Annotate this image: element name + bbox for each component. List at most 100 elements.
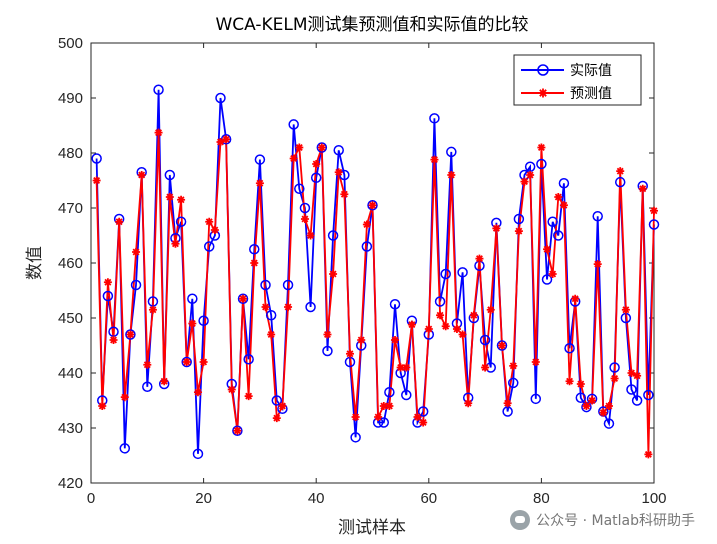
data-point-actual bbox=[271, 395, 283, 406]
data-point-actual bbox=[153, 84, 164, 95]
data-point-predicted bbox=[317, 143, 326, 152]
data-point-predicted bbox=[621, 305, 630, 314]
data-point-predicted bbox=[402, 363, 411, 372]
data-point-actual bbox=[260, 279, 271, 291]
data-point-predicted bbox=[385, 402, 394, 410]
data-point-actual bbox=[401, 389, 412, 401]
data-point-actual bbox=[553, 230, 564, 241]
x-axis-label: 测试样本 bbox=[338, 518, 406, 538]
data-point-predicted bbox=[492, 224, 501, 233]
data-point-predicted bbox=[109, 336, 118, 344]
data-point-actual bbox=[434, 296, 446, 307]
data-point-predicted bbox=[593, 260, 602, 269]
data-point-predicted bbox=[520, 177, 529, 186]
data-point-predicted bbox=[588, 396, 597, 405]
data-point-predicted bbox=[193, 388, 202, 397]
data-point-predicted bbox=[627, 369, 636, 377]
data-point-actual bbox=[130, 279, 142, 291]
data-point-predicted bbox=[216, 138, 225, 146]
data-point-predicted bbox=[351, 413, 360, 421]
legend-star-shape bbox=[538, 88, 548, 98]
plot-area bbox=[90, 42, 655, 484]
data-point-predicted bbox=[469, 311, 478, 320]
data-point-actual bbox=[333, 145, 344, 156]
data-point-actual bbox=[440, 268, 451, 280]
data-point-actual bbox=[631, 395, 643, 406]
data-point-predicted bbox=[98, 402, 107, 410]
data-point-predicted bbox=[323, 330, 332, 339]
data-point-predicted bbox=[233, 426, 242, 435]
legend: 实际值 预测值 bbox=[513, 54, 642, 106]
data-point-predicted bbox=[284, 303, 293, 311]
data-point-predicted bbox=[160, 377, 169, 386]
data-point-actual bbox=[175, 216, 187, 227]
data-point-predicted bbox=[391, 336, 400, 344]
data-point-predicted bbox=[239, 294, 248, 303]
data-point-actual bbox=[142, 381, 153, 392]
x-tick-label: 80 bbox=[533, 490, 550, 507]
data-point-actual bbox=[322, 345, 333, 357]
data-point-predicted bbox=[345, 349, 354, 358]
data-point-predicted bbox=[199, 358, 208, 366]
chart-title: WCA-KELM测试集预测值和实际值的比较 bbox=[215, 15, 528, 35]
data-point-actual bbox=[288, 119, 299, 130]
data-point-predicted bbox=[413, 413, 422, 421]
data-point-predicted bbox=[475, 254, 484, 263]
data-point-actual bbox=[294, 183, 305, 194]
data-point-predicted bbox=[357, 336, 366, 344]
data-point-predicted bbox=[526, 171, 535, 179]
data-point-actual bbox=[282, 279, 294, 291]
axis-ticks: 0 20 40 60 80 100 420 430 440 450 460 470 480 490 500 bbox=[58, 35, 667, 507]
data-point-predicted bbox=[447, 171, 456, 179]
data-point-predicted bbox=[368, 201, 377, 210]
data-point-predicted bbox=[514, 227, 523, 236]
data-point-actual bbox=[592, 211, 603, 222]
series-line-predicted bbox=[95, 132, 655, 455]
data-point-predicted bbox=[436, 311, 445, 320]
data-point-predicted bbox=[599, 408, 608, 417]
watermark: 公众号 · Matlab科研助手 bbox=[510, 510, 695, 530]
data-point-predicted bbox=[509, 361, 518, 370]
data-point-actual bbox=[626, 384, 637, 395]
data-point-actual bbox=[232, 425, 243, 436]
data-point-predicted bbox=[374, 413, 383, 421]
legend-marker-predicted bbox=[538, 88, 548, 98]
data-point-actual bbox=[187, 293, 198, 304]
data-point-predicted bbox=[278, 402, 287, 410]
watermark-text: 公众号 · Matlab科研助手 bbox=[536, 513, 695, 529]
data-point-actual bbox=[299, 202, 311, 214]
data-point-actual bbox=[603, 418, 615, 429]
data-point-predicted bbox=[210, 226, 219, 234]
data-point-actual bbox=[237, 293, 249, 304]
data-point-actual bbox=[339, 169, 350, 181]
data-point-predicted bbox=[537, 143, 546, 152]
data-point-predicted bbox=[177, 195, 186, 204]
data-point-actual bbox=[575, 392, 587, 403]
data-point-predicted bbox=[419, 418, 428, 427]
data-point-actual bbox=[609, 362, 620, 373]
data-point-predicted bbox=[576, 380, 585, 388]
data-point-predicted bbox=[543, 245, 552, 254]
data-point-actual bbox=[198, 315, 209, 326]
data-point-actual bbox=[203, 241, 215, 252]
wechat-icon bbox=[510, 510, 531, 530]
data-point-predicted bbox=[182, 358, 191, 366]
data-point-actual bbox=[125, 329, 136, 340]
y-tick-label: 490 bbox=[58, 90, 83, 107]
data-point-predicted bbox=[430, 155, 439, 164]
x-tick-label: 100 bbox=[641, 490, 666, 507]
data-point-predicted bbox=[244, 392, 253, 401]
data-point-predicted bbox=[452, 325, 461, 333]
data-point-predicted bbox=[554, 193, 563, 201]
x-tick-label: 0 bbox=[87, 490, 95, 507]
data-point-predicted bbox=[610, 374, 619, 383]
data-point-predicted bbox=[481, 363, 490, 372]
data-point-actual bbox=[119, 443, 131, 454]
data-point-predicted bbox=[300, 215, 309, 223]
data-point-actual bbox=[479, 334, 491, 346]
data-point-predicted bbox=[638, 184, 647, 193]
data-point-actual bbox=[536, 158, 547, 170]
data-point-actual bbox=[254, 154, 266, 165]
data-point-predicted bbox=[531, 358, 540, 366]
data-point-predicted bbox=[616, 167, 625, 176]
